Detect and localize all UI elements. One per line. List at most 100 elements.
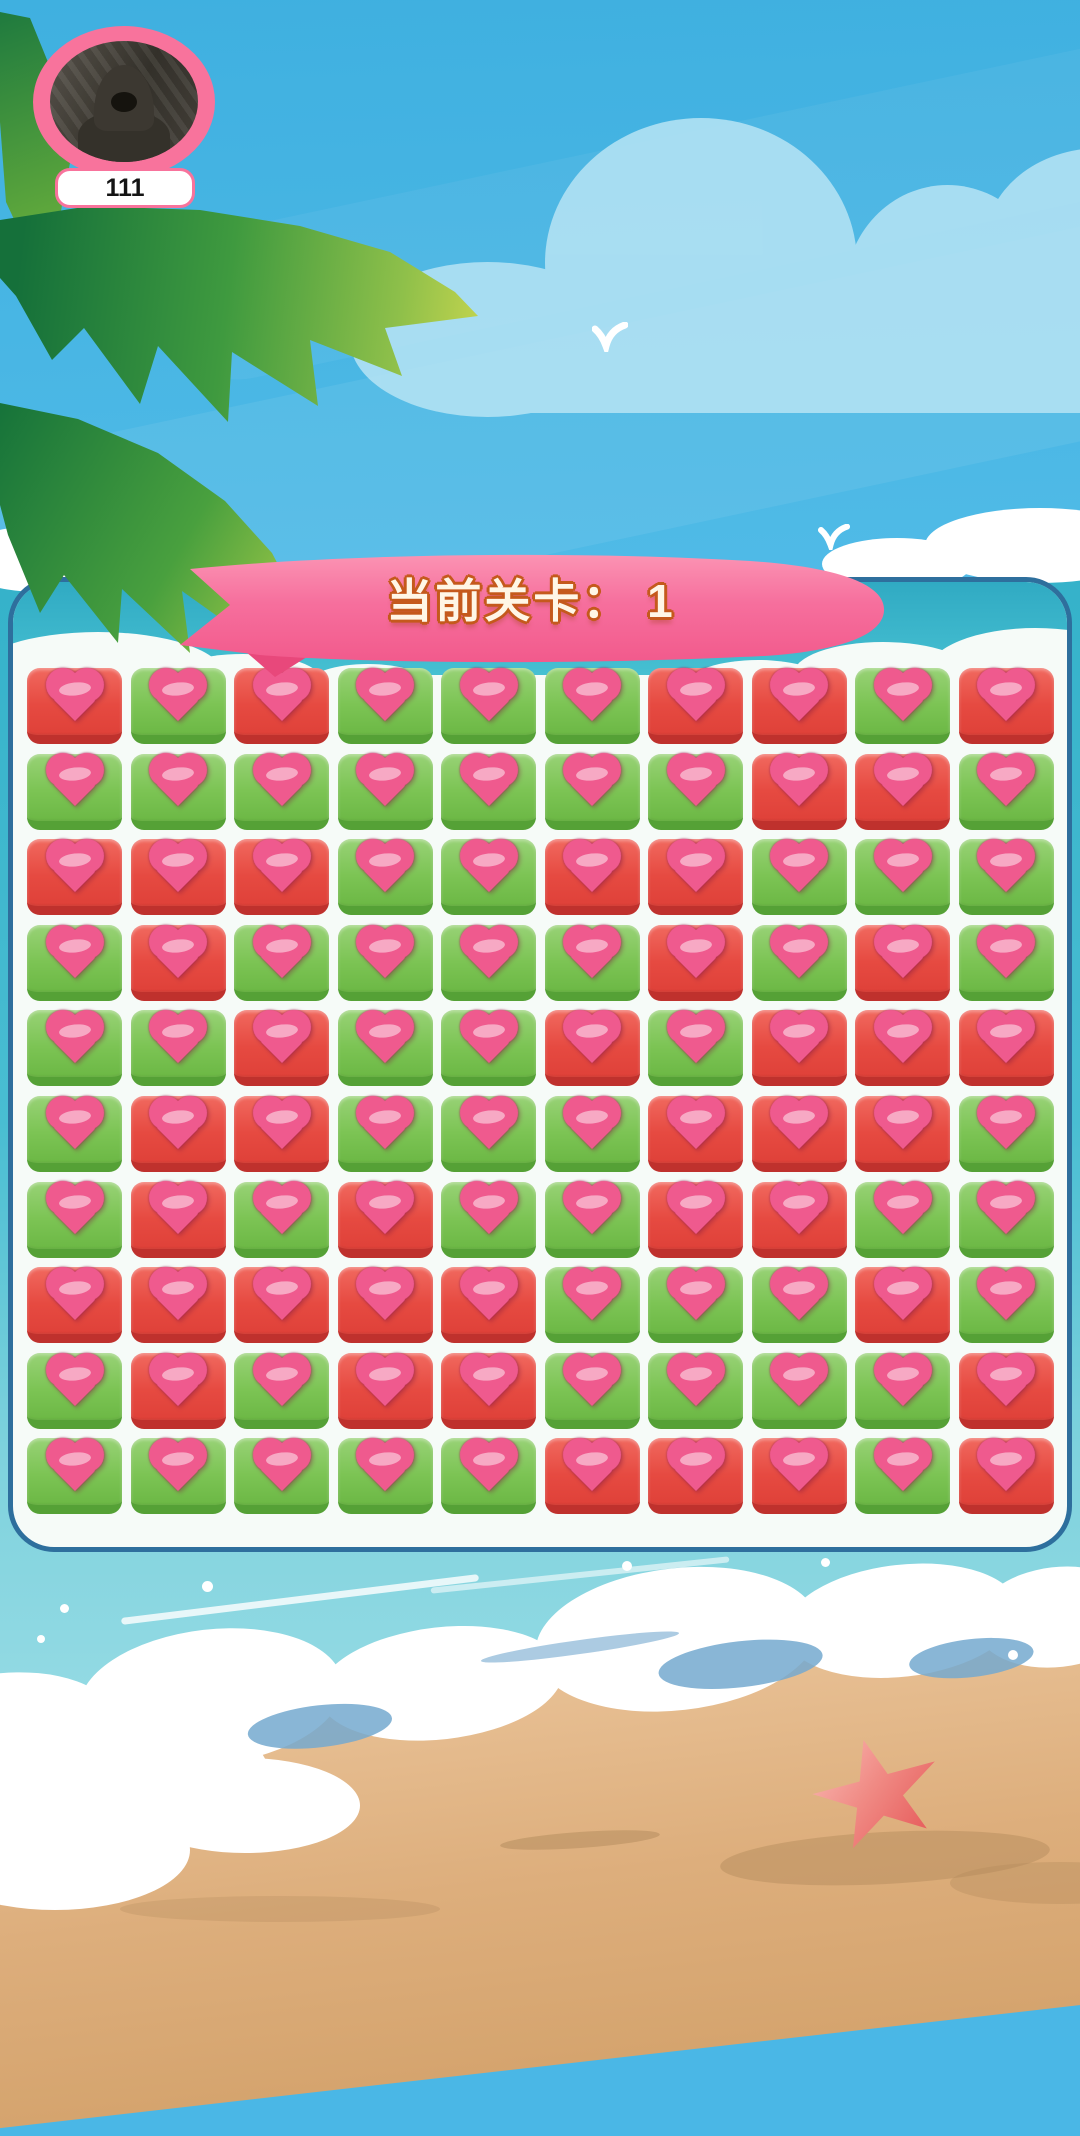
tile-r3-c1[interactable]	[27, 839, 122, 916]
tile-r1-c3[interactable]	[234, 668, 329, 744]
tile-r9-c3[interactable]	[234, 1352, 329, 1429]
tile-r10-c8[interactable]	[751, 1438, 847, 1515]
tile-r10-c3[interactable]	[234, 1438, 329, 1515]
tile-r6-c8[interactable]	[751, 1095, 847, 1172]
tile-r8-c5[interactable]	[441, 1267, 536, 1344]
tile-r7-c3[interactable]	[234, 1181, 329, 1258]
tile-r3-c2[interactable]	[130, 839, 226, 916]
tile-r4-c8[interactable]	[751, 924, 847, 1001]
tile-r7-c4[interactable]	[337, 1181, 433, 1258]
tile-r6-c10[interactable]	[958, 1095, 1054, 1172]
tile-r2-c1[interactable]	[27, 753, 122, 830]
tile-r8-c2[interactable]	[130, 1267, 226, 1344]
tile-r4-c10[interactable]	[958, 924, 1054, 1001]
tile-r1-c8[interactable]	[751, 668, 847, 744]
tile-r9-c8[interactable]	[751, 1352, 847, 1429]
tile-r5-c4[interactable]	[337, 1010, 433, 1087]
tile-r1-c9[interactable]	[855, 668, 950, 744]
tile-r4-c9[interactable]	[855, 924, 950, 1001]
tile-r4-c6[interactable]	[544, 924, 640, 1001]
tile-r10-c6[interactable]	[544, 1438, 640, 1515]
tile-r4-c3[interactable]	[234, 924, 329, 1001]
tile-r8-c6[interactable]	[544, 1267, 640, 1344]
tile-r5-c5[interactable]	[441, 1010, 536, 1087]
tile-r7-c7[interactable]	[648, 1181, 743, 1258]
tile-r2-c7[interactable]	[648, 753, 743, 830]
tile-r5-c7[interactable]	[648, 1010, 743, 1087]
tile-r5-c8[interactable]	[751, 1010, 847, 1087]
tile-r10-c10[interactable]	[958, 1438, 1054, 1515]
tile-r5-c1[interactable]	[27, 1010, 122, 1087]
tile-r6-c3[interactable]	[234, 1095, 329, 1172]
tile-r4-c5[interactable]	[441, 924, 536, 1001]
tile-r8-c8[interactable]	[751, 1267, 847, 1344]
tile-r8-c10[interactable]	[958, 1267, 1054, 1344]
tile-r2-c9[interactable]	[855, 753, 950, 830]
tile-r6-c6[interactable]	[544, 1095, 640, 1172]
tile-r1-c2[interactable]	[130, 668, 226, 744]
tile-r7-c5[interactable]	[441, 1181, 536, 1258]
tile-r3-c8[interactable]	[751, 839, 847, 916]
tile-r4-c4[interactable]	[337, 924, 433, 1001]
tile-r9-c6[interactable]	[544, 1352, 640, 1429]
tile-r2-c3[interactable]	[234, 753, 329, 830]
tile-r9-c7[interactable]	[648, 1352, 743, 1429]
tile-r9-c9[interactable]	[855, 1352, 950, 1429]
avatar-badge[interactable]: 111	[33, 24, 233, 214]
tile-r5-c9[interactable]	[855, 1010, 950, 1087]
tile-r6-c9[interactable]	[855, 1095, 950, 1172]
tile-r3-c10[interactable]	[958, 839, 1054, 916]
tile-r1-c1[interactable]	[27, 668, 122, 744]
tile-r10-c5[interactable]	[441, 1438, 536, 1515]
tile-r3-c5[interactable]	[441, 839, 536, 916]
tile-r7-c2[interactable]	[130, 1181, 226, 1258]
tile-r9-c1[interactable]	[27, 1352, 122, 1429]
tile-r8-c1[interactable]	[27, 1267, 122, 1344]
tile-r7-c6[interactable]	[544, 1181, 640, 1258]
tile-r8-c4[interactable]	[337, 1267, 433, 1344]
tile-r5-c3[interactable]	[234, 1010, 329, 1087]
tile-r5-c10[interactable]	[958, 1010, 1054, 1087]
tile-r7-c8[interactable]	[751, 1181, 847, 1258]
tile-r10-c1[interactable]	[27, 1438, 122, 1515]
tile-r2-c6[interactable]	[544, 753, 640, 830]
tile-r10-c7[interactable]	[648, 1438, 743, 1515]
tile-r3-c3[interactable]	[234, 839, 329, 916]
tile-r7-c1[interactable]	[27, 1181, 122, 1258]
tile-r10-c4[interactable]	[337, 1438, 433, 1515]
tile-r3-c4[interactable]	[337, 839, 433, 916]
tile-r8-c7[interactable]	[648, 1267, 743, 1344]
tile-r8-c9[interactable]	[855, 1267, 950, 1344]
tile-r2-c5[interactable]	[441, 753, 536, 830]
tile-r9-c4[interactable]	[337, 1352, 433, 1429]
tile-r5-c6[interactable]	[544, 1010, 640, 1087]
tile-r3-c6[interactable]	[544, 839, 640, 916]
tile-r3-c9[interactable]	[855, 839, 950, 916]
tile-r2-c2[interactable]	[130, 753, 226, 830]
tile-r8-c3[interactable]	[234, 1267, 329, 1344]
tile-r2-c4[interactable]	[337, 753, 433, 830]
tile-r6-c4[interactable]	[337, 1095, 433, 1172]
tile-r6-c7[interactable]	[648, 1095, 743, 1172]
tile-r1-c4[interactable]	[337, 668, 433, 744]
tile-r2-c8[interactable]	[751, 753, 847, 830]
tile-r6-c5[interactable]	[441, 1095, 536, 1172]
tile-r1-c10[interactable]	[958, 668, 1054, 744]
tile-r7-c10[interactable]	[958, 1181, 1054, 1258]
tile-r3-c7[interactable]	[648, 839, 743, 916]
tile-r9-c2[interactable]	[130, 1352, 226, 1429]
tile-r4-c1[interactable]	[27, 924, 122, 1001]
tile-r9-c5[interactable]	[441, 1352, 536, 1429]
tile-r1-c5[interactable]	[441, 668, 536, 744]
tile-r4-c7[interactable]	[648, 924, 743, 1001]
tile-r2-c10[interactable]	[958, 753, 1054, 830]
tile-r6-c1[interactable]	[27, 1095, 122, 1172]
tile-r10-c9[interactable]	[855, 1438, 950, 1515]
tile-r7-c9[interactable]	[855, 1181, 950, 1258]
tile-r5-c2[interactable]	[130, 1010, 226, 1087]
tile-r4-c2[interactable]	[130, 924, 226, 1001]
tile-r9-c10[interactable]	[958, 1352, 1054, 1429]
tile-r10-c2[interactable]	[130, 1438, 226, 1515]
tile-r1-c7[interactable]	[648, 668, 743, 744]
tile-r1-c6[interactable]	[544, 668, 640, 744]
